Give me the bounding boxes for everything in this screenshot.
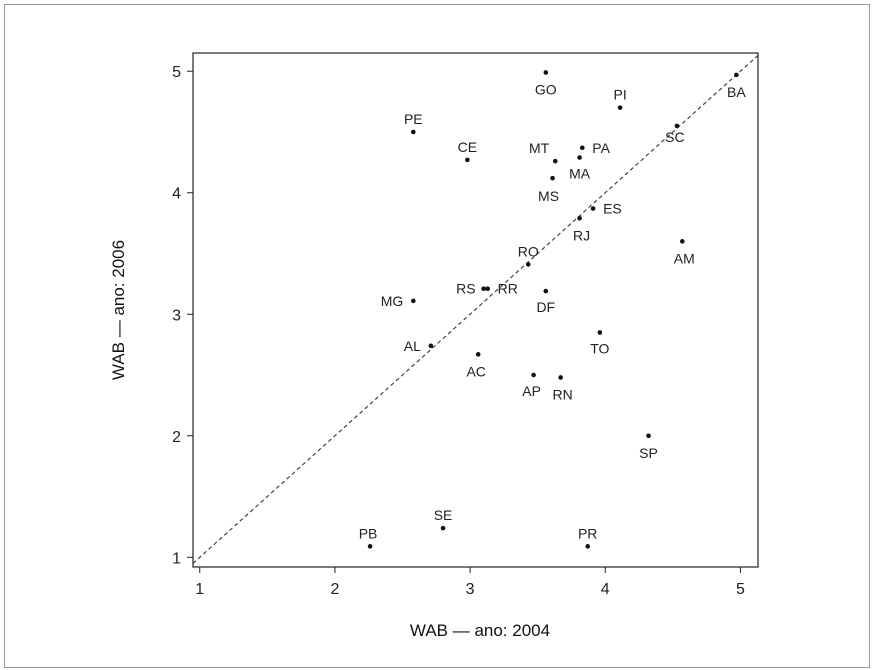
y-axis: 1 2 3 4 5: [172, 64, 193, 567]
data-point-pe: [411, 129, 416, 135]
point-label-ma: MA: [569, 166, 591, 182]
data-point-ce: [465, 157, 470, 163]
data-point-rn: [558, 375, 563, 380]
data-point-pr: [585, 544, 590, 549]
figure-frame: [4, 4, 870, 668]
x-tick-label: 4: [601, 581, 610, 598]
data-point-to: [597, 330, 603, 335]
point-label-rr: RR: [498, 281, 518, 297]
point-label-go: GO: [535, 81, 557, 97]
x-tick-label: 5: [736, 581, 745, 598]
point-label-to: TO: [590, 340, 609, 356]
y-axis-title: WAB — ano: 2006: [109, 240, 128, 380]
data-point-ap: [531, 372, 536, 378]
point-label-rn: RN: [553, 386, 573, 402]
point-label-ap: AP: [522, 383, 541, 399]
point-label-sc: SC: [665, 129, 684, 145]
data-point-ms: [550, 175, 555, 181]
point-label-al: AL: [404, 338, 421, 354]
data-point-ac: [475, 352, 481, 357]
data-point-df: [543, 288, 549, 294]
point-label-am: AM: [674, 250, 695, 266]
data-point-rr: [485, 286, 490, 292]
reference-line: [192, 54, 759, 564]
point-label-se: SE: [434, 507, 453, 523]
point-label-es: ES: [603, 201, 622, 217]
data-point-es: [590, 206, 596, 211]
data-point-mt: [552, 158, 558, 164]
y-tick-label: 1: [172, 550, 181, 567]
point-label-pr: PR: [578, 525, 597, 541]
x-tick-label: 3: [466, 581, 475, 598]
data-point-rs: [481, 286, 486, 292]
data-point-pi: [617, 105, 623, 110]
point-label-pb: PB: [359, 525, 378, 541]
point-label-ba: BA: [727, 84, 746, 100]
data-point-ro: [525, 262, 531, 267]
data-point-al: [428, 343, 434, 349]
point-label-mg: MG: [381, 293, 404, 309]
y-tick-label: 4: [172, 186, 181, 203]
point-label-sp: SP: [639, 445, 658, 461]
data-point-se: [440, 525, 446, 531]
point-label-ro: RO: [518, 243, 539, 259]
point-label-pe: PE: [404, 111, 423, 127]
y-tick-label: 3: [172, 307, 181, 324]
point-label-ac: AC: [466, 363, 485, 379]
point-label-ms: MS: [538, 188, 559, 204]
data-point-sp: [646, 433, 651, 439]
point-label-df: DF: [536, 299, 555, 315]
reference-line-group: [192, 54, 759, 564]
point-label-rs: RS: [456, 281, 475, 297]
point-label-mt: MT: [529, 140, 550, 156]
point-label-pa: PA: [592, 140, 610, 156]
y-tick-label: 5: [172, 64, 181, 81]
data-point-am: [680, 239, 685, 244]
data-point-pb: [367, 544, 373, 549]
data-point-sc: [674, 123, 680, 129]
point-label-ce: CE: [458, 139, 477, 155]
data-point-mg: [411, 298, 416, 304]
data-point-ma: [577, 155, 582, 160]
x-tick-label: 1: [195, 581, 204, 598]
data-point-go: [543, 70, 549, 75]
x-axis-title: WAB — ano: 2004: [410, 621, 550, 640]
point-label-pi: PI: [614, 87, 627, 103]
plot-area-border: [192, 52, 759, 568]
point-label-rj: RJ: [573, 227, 590, 243]
y-tick-label: 2: [172, 429, 181, 446]
x-axis: 1 2 3 4 5: [195, 567, 745, 598]
data-point-pa: [579, 145, 585, 151]
x-tick-label: 2: [330, 581, 339, 598]
data-point-ba: [734, 72, 739, 78]
data-point-rj: [577, 215, 582, 221]
